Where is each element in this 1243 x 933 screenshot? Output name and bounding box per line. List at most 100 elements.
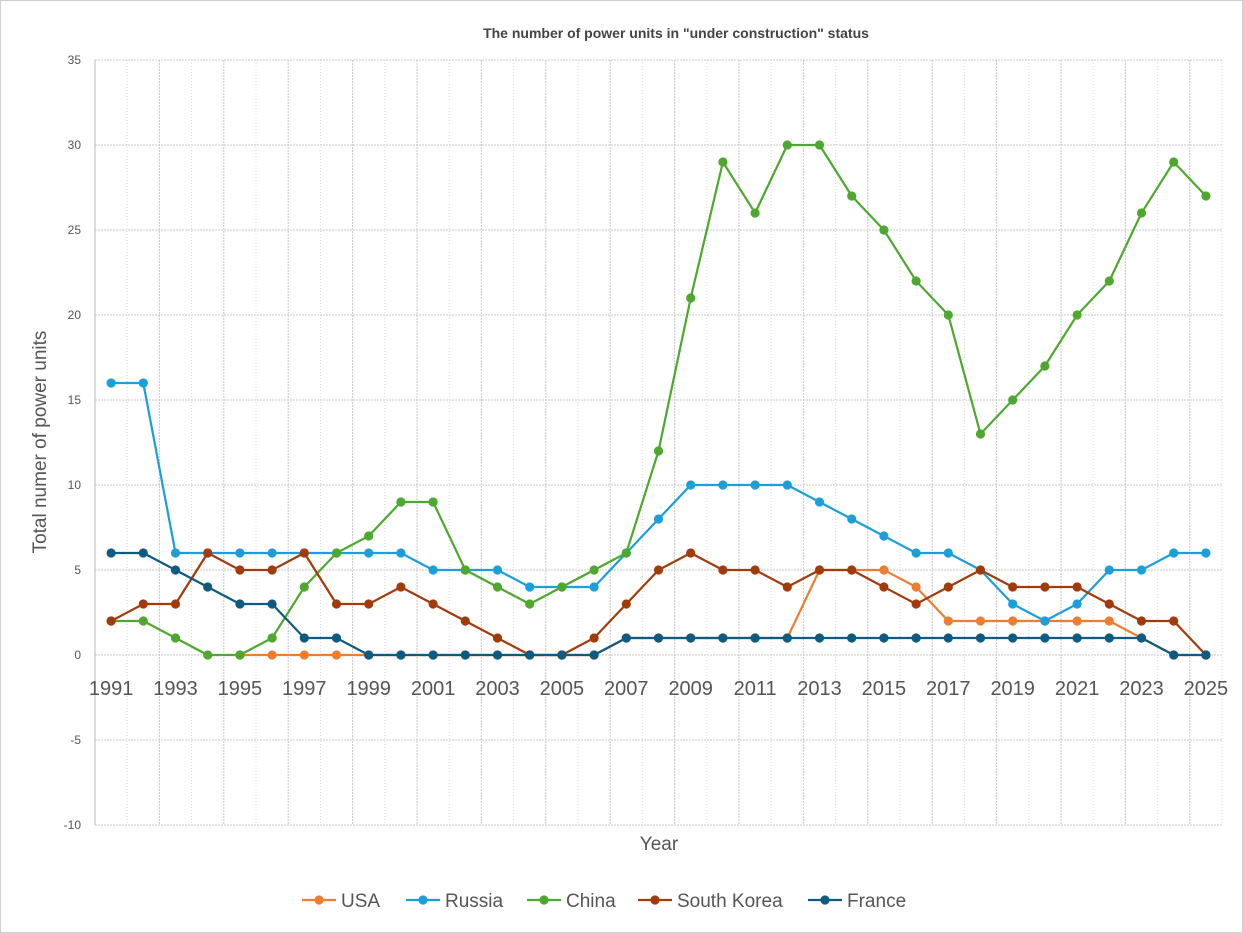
data-point-russia (814, 497, 825, 507)
data-point-usa (331, 650, 342, 660)
data-point-south-korea (911, 599, 921, 609)
data-point-france (203, 582, 213, 592)
data-point-france (428, 650, 438, 660)
data-point-russia (847, 514, 857, 524)
data-point-south-korea (782, 582, 792, 592)
y-tick-label: -10 (64, 818, 82, 832)
data-point-france (1104, 633, 1114, 643)
x-tick-label: 2005 (540, 678, 585, 700)
x-tick-label: 1993 (153, 678, 198, 700)
data-point-usa (1104, 616, 1114, 626)
data-point-south-korea (750, 565, 760, 575)
data-point-china (879, 225, 889, 235)
x-tick-label: 2007 (604, 678, 649, 700)
data-point-china (653, 446, 664, 456)
data-point-china (975, 429, 986, 439)
legend-marker (418, 895, 428, 905)
data-point-france (557, 650, 567, 660)
x-tick-label: 1999 (346, 678, 391, 700)
data-point-south-korea (718, 565, 728, 575)
series-france (106, 548, 1211, 660)
data-point-russia (911, 548, 921, 558)
data-point-russia (1040, 616, 1050, 626)
grid (94, 59, 1223, 826)
data-point-france (364, 650, 374, 660)
data-point-france (299, 633, 309, 643)
data-point-south-korea (653, 565, 664, 575)
series-usa (235, 565, 1211, 660)
data-point-south-korea (203, 548, 213, 558)
data-point-south-korea (1136, 616, 1147, 626)
data-point-france (911, 633, 921, 643)
data-point-china (718, 157, 728, 167)
data-point-south-korea (492, 633, 503, 643)
legend-item-france: France (808, 891, 906, 912)
data-point-france (718, 633, 728, 643)
data-point-russia (492, 565, 503, 575)
x-tick-label: 2019 (990, 678, 1035, 700)
y-axis-ticks: -10 -5 0 5 10 15 20 25 30 35 (64, 53, 82, 832)
data-point-usa (1008, 616, 1018, 626)
x-tick-label: 2003 (475, 678, 520, 700)
data-point-russia (1169, 548, 1179, 558)
y-tick-label: 10 (68, 478, 82, 492)
y-tick-label: 25 (68, 223, 82, 237)
data-point-south-korea (364, 599, 374, 609)
data-point-south-korea (1072, 582, 1082, 592)
data-point-france (782, 633, 792, 643)
data-point-france (1040, 633, 1050, 643)
data-point-south-korea (621, 599, 631, 609)
data-point-china (525, 599, 535, 609)
data-point-france (106, 548, 116, 558)
data-point-russia (1008, 599, 1018, 609)
data-point-usa (267, 650, 277, 660)
data-point-south-korea (975, 565, 986, 575)
data-point-china (621, 548, 631, 558)
data-point-russia (1201, 548, 1211, 558)
y-tick-label: 0 (74, 648, 81, 662)
legend-label: Russia (445, 891, 504, 912)
x-axis-ticks: 1991 1993 1995 1997 1999 2001 2003 2005 2007 2009… (89, 678, 1228, 700)
x-tick-label: 2025 (1184, 678, 1229, 700)
series-group (106, 140, 1211, 660)
y-tick-label: 35 (68, 53, 82, 67)
legend-label: USA (341, 891, 380, 912)
y-tick-label: 15 (68, 393, 82, 407)
data-point-china (1201, 191, 1211, 201)
data-point-france (879, 633, 889, 643)
data-point-russia (396, 548, 406, 558)
legend-item-south-korea: South Korea (638, 891, 783, 912)
data-point-china (1169, 157, 1179, 167)
y-tick-label: 30 (68, 138, 82, 152)
x-tick-label: 2023 (1119, 678, 1164, 700)
data-point-china (364, 531, 374, 541)
data-point-south-korea (1169, 616, 1179, 626)
x-axis-label: Year (640, 834, 679, 855)
data-point-russia (267, 548, 277, 558)
data-point-usa (943, 616, 953, 626)
x-tick-label: 2011 (734, 678, 777, 700)
data-point-russia (686, 480, 696, 490)
y-tick-label: 20 (68, 308, 82, 322)
legend-item-russia: Russia (406, 891, 504, 912)
legend-marker (650, 895, 660, 905)
data-point-france (1169, 650, 1179, 660)
data-point-south-korea (428, 599, 438, 609)
series-south-korea (106, 548, 1211, 660)
data-point-russia (1136, 565, 1147, 575)
data-point-south-korea (879, 582, 889, 592)
x-tick-label: 1991 (89, 678, 134, 700)
data-point-south-korea (170, 599, 181, 609)
data-point-south-korea (396, 582, 406, 592)
data-point-china (460, 565, 470, 575)
data-point-france (1201, 650, 1211, 660)
data-point-china (396, 497, 406, 507)
x-tick-label: 2001 (411, 678, 456, 700)
data-point-china (557, 582, 567, 592)
data-point-russia (653, 514, 664, 524)
data-point-china (686, 293, 696, 303)
data-point-china (138, 616, 148, 626)
data-point-russia (718, 480, 728, 490)
y-tick-label: 5 (74, 563, 81, 577)
data-point-russia (106, 378, 116, 388)
